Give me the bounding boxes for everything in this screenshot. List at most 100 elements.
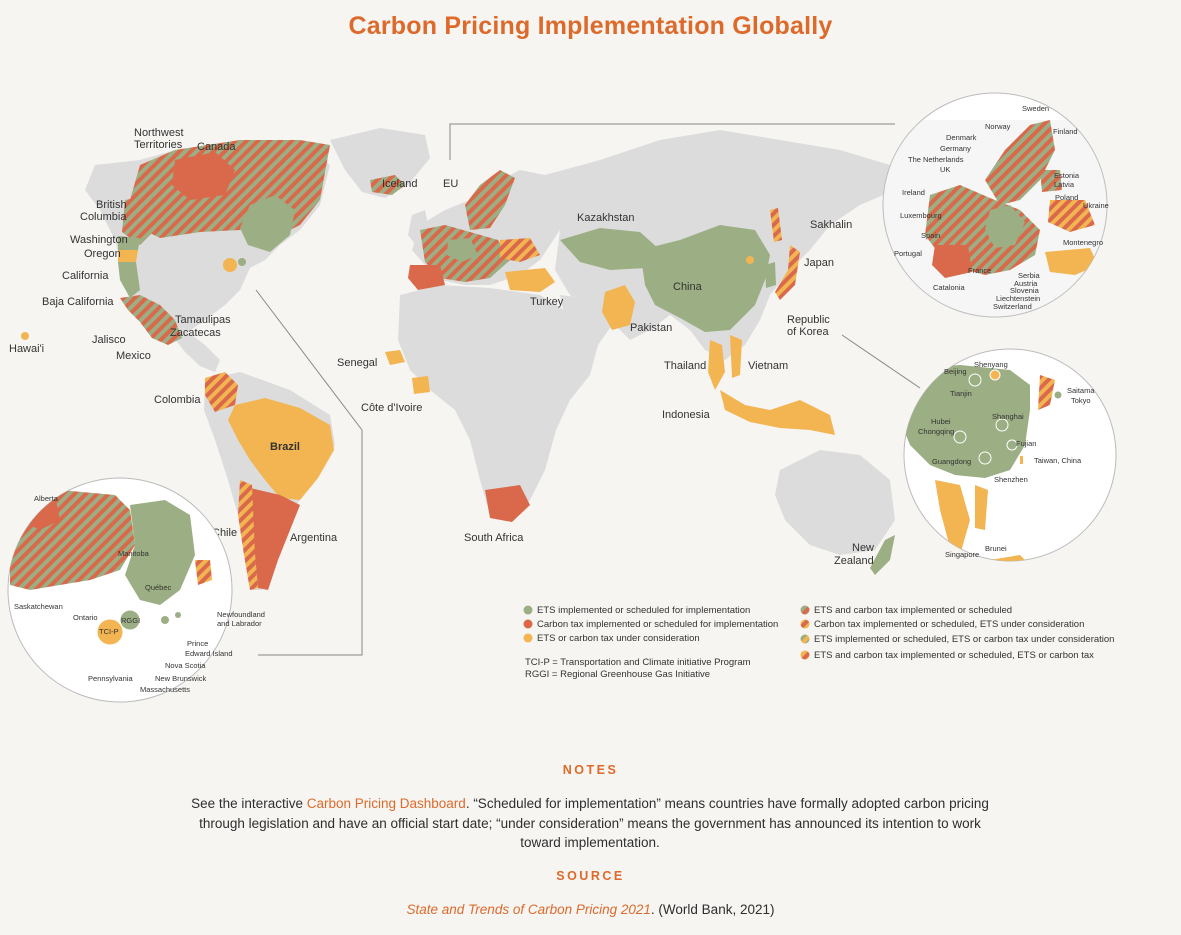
- label-pakistan: Pakistan: [630, 322, 672, 334]
- source-heading: SOURCE: [556, 869, 625, 883]
- label-jalisco: Jalisco: [92, 334, 126, 346]
- asia-label-fujian: Fujian: [1016, 439, 1036, 448]
- notes-prefix: See the interactive: [191, 796, 307, 811]
- asia-label-chongqing: Chongqing: [918, 427, 954, 436]
- legend-tax: Carbon tax implemented or scheduled for …: [537, 619, 778, 630]
- label-canada: Canada: [197, 141, 236, 153]
- na-label-pennsylvania: Pennsylvania: [88, 674, 133, 683]
- na-label-massachusetts: Massachusetts: [140, 685, 190, 694]
- label-oregon: Oregon: [84, 248, 121, 260]
- label-tamaulipas: Tamaulipas: [175, 314, 231, 326]
- region-kazakhstan: [560, 228, 660, 270]
- eu-label-montenegro: Montenegro: [1063, 238, 1103, 247]
- region-hawaii: [21, 332, 29, 340]
- eu-label-france: France: [968, 266, 991, 275]
- label-nwt-1: Northwest: [134, 127, 184, 139]
- na-label-alberta: Alberta: [34, 494, 59, 503]
- region-california: [118, 262, 140, 298]
- na-label-ontario: Ontario: [73, 613, 98, 622]
- na-label-quebec: Québec: [145, 583, 172, 592]
- region-turkey: [505, 268, 555, 292]
- eu-label-liechtenstein: Liechtenstein: [996, 294, 1040, 303]
- legend-swatch-ets: [523, 605, 533, 615]
- region-rggi: [223, 258, 237, 272]
- label-kazakhstan: Kazakhstan: [577, 212, 634, 224]
- region-chile: [238, 480, 258, 590]
- label-senegal: Senegal: [337, 357, 377, 369]
- eu-label-norway: Norway: [985, 122, 1011, 131]
- region-argentina: [250, 488, 300, 590]
- inset-europe: Sweden Norway Finland Denmark Germany Th…: [882, 92, 1109, 318]
- label-washington: Washington: [70, 234, 128, 246]
- region-south-africa: [485, 485, 530, 522]
- label-colombia: Colombia: [154, 394, 201, 406]
- label-hawaii: Hawai'i: [9, 343, 44, 355]
- region-oregon: [118, 250, 138, 262]
- asia-label-beijing: Beijing: [944, 367, 967, 376]
- na-label-pei-1: Prince: [187, 639, 208, 648]
- eu-label-spain: Spain: [921, 231, 940, 240]
- label-thailand: Thailand: [664, 360, 706, 372]
- asia-label-tokyo: Tokyo: [1071, 396, 1091, 405]
- notes-heading: NOTES: [562, 763, 619, 777]
- region-japan: [775, 245, 800, 300]
- eu-label-ireland: Ireland: [902, 188, 925, 197]
- region-colombia: [205, 372, 238, 412]
- na-label-nova-scotia: Nova Scotia: [165, 661, 206, 670]
- eu-label-germany: Germany: [940, 144, 971, 153]
- region-china: [640, 225, 770, 332]
- eu-label-uk: UK: [940, 165, 950, 174]
- legend-swatch-tax-cons: [800, 619, 810, 629]
- region-korea: [765, 262, 776, 288]
- label-eu: EU: [443, 178, 458, 190]
- legend-abbr-rggi: RGGI = Regional Greenhouse Gas Initiativ…: [525, 669, 710, 680]
- legend-consideration: ETS or carbon tax under consideration: [537, 633, 700, 644]
- label-argentina: Argentina: [290, 532, 338, 544]
- source-text: State and Trends of Carbon Pricing 2021.…: [0, 902, 1181, 917]
- legend: ETS implemented or scheduled for impleme…: [523, 605, 1114, 680]
- eu-label-serbia: Serbia: [1018, 271, 1041, 280]
- label-nz-2: Zealand: [834, 555, 874, 567]
- asia-label-taiwan: Taiwan, China: [1034, 456, 1082, 465]
- carbon-pricing-dashboard-link[interactable]: Carbon Pricing Dashboard: [306, 796, 466, 811]
- legend-ets-tax-cons: ETS and carbon tax implemented or schedu…: [814, 650, 1094, 661]
- label-turkey: Turkey: [530, 296, 564, 308]
- eu-label-poland: Poland: [1055, 193, 1078, 202]
- eu-label-sweden: Sweden: [1022, 104, 1049, 113]
- label-korea-1: Republic: [787, 314, 830, 326]
- asia-label-guangdong: Guangdong: [932, 457, 971, 466]
- region-mexico: [120, 295, 182, 345]
- legend-tax-cons: Carbon tax implemented or scheduled, ETS…: [814, 619, 1084, 630]
- na-label-saskatchewan: Saskatchewan: [14, 602, 63, 611]
- region-quebec: [240, 195, 295, 252]
- source-title-link[interactable]: State and Trends of Carbon Pricing 2021: [406, 902, 651, 917]
- label-china: China: [673, 281, 703, 293]
- notes-text: See the interactive Carbon Pricing Dashb…: [190, 794, 990, 853]
- na-label-new-brunswick: New Brunswick: [155, 674, 207, 683]
- eu-label-netherlands: The Netherlands: [908, 155, 964, 164]
- asia-label-hubei: Hubei: [931, 417, 951, 426]
- region-ukraine: [500, 238, 540, 262]
- legend-abbr-tcip: TCI-P = Transportation and Climate initi…: [525, 657, 751, 668]
- region-cote-divoire: [412, 376, 430, 394]
- label-japan: Japan: [804, 257, 834, 269]
- region-eu-nordic: [465, 170, 515, 230]
- label-indonesia: Indonesia: [662, 409, 711, 421]
- eu-label-switzerland: Switzerland: [993, 302, 1032, 311]
- region-vietnam: [730, 335, 742, 378]
- na-label-newfoundland-1: Newfoundland: [217, 610, 265, 619]
- asia-label-saitama: Saitama: [1067, 386, 1095, 395]
- asia-label-shenyang: Shenyang: [974, 360, 1008, 369]
- label-california: California: [62, 270, 109, 282]
- region-iceland: [370, 175, 405, 195]
- na-label-newfoundland-2: and Labrador: [217, 619, 262, 628]
- na-label-tcip: TCI-P: [99, 627, 119, 636]
- eu-label-latvia: Latvia: [1054, 180, 1075, 189]
- asia-label-shenzhen: Shenzhen: [994, 475, 1028, 484]
- legend-ets-cons: ETS implemented or scheduled, ETS or car…: [814, 634, 1114, 645]
- label-nz-1: New: [852, 542, 874, 554]
- label-iceland: Iceland: [382, 178, 417, 190]
- legend-swatch-ets-cons: [800, 634, 810, 644]
- legend-ets: ETS implemented or scheduled for impleme…: [537, 605, 750, 616]
- na-label-manitoba: Manitoba: [118, 549, 150, 558]
